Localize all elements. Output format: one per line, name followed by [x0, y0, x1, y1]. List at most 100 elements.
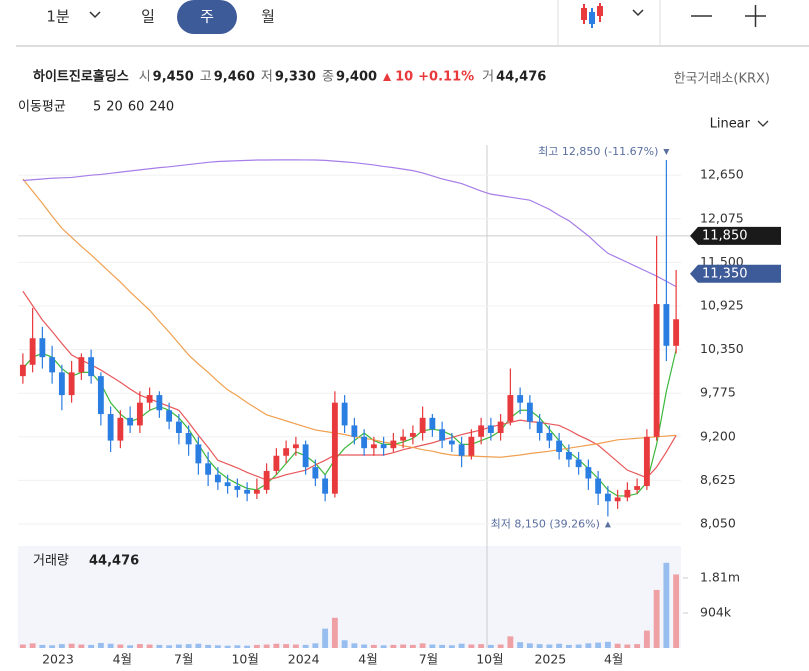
volume-bar [273, 643, 280, 648]
volume-bar [390, 644, 397, 648]
volume-bar [595, 642, 602, 648]
candle-body [653, 304, 660, 437]
candle-body [458, 444, 465, 456]
volume-bar [526, 643, 533, 648]
extreme-arrow [604, 521, 611, 528]
tab[interactable]: 1분 [46, 8, 70, 26]
ma-legend: 240 [149, 100, 174, 115]
candle-body [244, 489, 251, 494]
tab-active [177, 0, 237, 34]
candle-body [478, 425, 485, 437]
volume-bar [507, 636, 514, 648]
volume-bar [565, 644, 572, 648]
ma-legend: 20 [106, 100, 123, 115]
candle-body [497, 421, 504, 434]
volume-bar [292, 644, 299, 648]
volume-label: 거래량 [33, 554, 69, 569]
candle-body [614, 497, 621, 502]
volume-bar [624, 644, 631, 648]
volume-bar [68, 643, 75, 648]
candle-body [302, 444, 309, 468]
volume-bar [127, 645, 134, 648]
volume-bar [253, 644, 260, 648]
candle-body [439, 429, 446, 441]
candle-body [39, 338, 46, 358]
y-tick-label: 12,650 [700, 167, 744, 182]
volume-bar [487, 644, 494, 648]
candle-body [536, 421, 543, 434]
candle-body [224, 482, 231, 487]
candle-body [273, 455, 280, 471]
volume-tick-label: 904k [700, 604, 732, 619]
price-tag [690, 226, 781, 245]
candle-body [546, 433, 553, 441]
volume-bar [380, 645, 387, 648]
volume-bar [370, 644, 377, 648]
candle-body [361, 436, 368, 449]
info-text: 저 [261, 70, 273, 85]
tab[interactable]: 주 [200, 8, 214, 26]
volume-bar [497, 644, 504, 648]
volume-bar [400, 644, 407, 648]
candle-body [175, 421, 182, 434]
x-tick-label: 10월 [476, 652, 503, 667]
info-text: 9,460 [214, 70, 255, 85]
volume-bar [156, 644, 163, 648]
info-text: 종 [322, 70, 334, 85]
volume-bar [439, 644, 446, 648]
candle-body [97, 376, 104, 415]
candle-body [604, 493, 611, 502]
chart-type-icon[interactable] [581, 3, 603, 28]
volume-bar [653, 589, 660, 648]
volume-bar [331, 617, 338, 648]
volume-bar [556, 643, 563, 648]
volume-bar [29, 643, 36, 648]
candle-body [156, 395, 163, 411]
candle-body [517, 395, 524, 403]
candle-body [292, 444, 299, 449]
candle-body [341, 402, 348, 426]
info-text: 하이트진로홀딩스 [33, 69, 129, 85]
volume-bar [361, 644, 368, 648]
candle-body [166, 410, 173, 422]
chevron[interactable] [89, 11, 101, 19]
info-text: 9,450 [153, 70, 194, 85]
extreme-label: 최고 12,850 (-11.67%) [538, 145, 658, 158]
volume-bar [195, 643, 202, 648]
candle-body [68, 372, 75, 396]
volume-bar [585, 643, 592, 648]
candle-body [351, 425, 358, 437]
volume-bar [673, 574, 680, 648]
zoom-in[interactable] [745, 5, 766, 27]
volume-bar [351, 643, 358, 648]
volume-bar [575, 644, 582, 648]
volume-bar [409, 644, 416, 648]
candle-body [117, 417, 124, 441]
ma-line [22, 159, 677, 288]
volume-bar [341, 640, 348, 648]
x-tick-label: 7월 [174, 652, 193, 667]
info-text: 9,400 [336, 70, 377, 85]
tab[interactable]: 월 [261, 8, 275, 26]
scale-mode[interactable]: Linear [710, 117, 751, 132]
tab[interactable]: 일 [141, 8, 155, 26]
candle-body [565, 451, 572, 460]
volume-bar [448, 645, 455, 648]
candle-body [643, 436, 650, 487]
volume-tick-label: 1.81m [700, 569, 740, 584]
price-tag-label: 11,350 [702, 266, 748, 281]
x-tick-label: 4월 [604, 652, 623, 667]
chevron[interactable] [632, 9, 644, 17]
x-tick-label: 4월 [113, 652, 132, 667]
volume-bar [78, 644, 85, 648]
candle-body [49, 357, 56, 373]
candle-body [29, 338, 36, 365]
x-tick-label: 2025 [534, 652, 566, 667]
chevron[interactable] [757, 120, 769, 127]
candle-body [595, 478, 602, 494]
extreme-arrow [663, 149, 670, 156]
volume-bar [185, 644, 192, 648]
volume-bg [18, 546, 681, 648]
candle-body [370, 444, 377, 449]
candle-body [331, 402, 338, 494]
